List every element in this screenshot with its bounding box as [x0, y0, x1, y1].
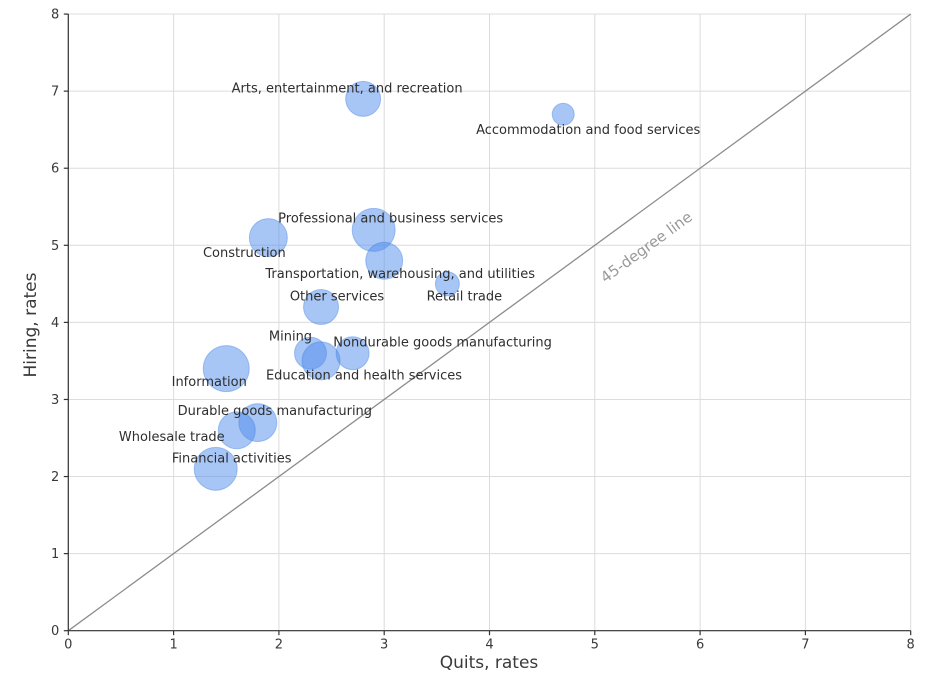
bubble-retail-trade	[434, 271, 460, 297]
annotation-wholesale-trade: Wholesale trade	[119, 430, 225, 445]
annotation-mining: Mining	[269, 330, 312, 345]
x-tick-label: 6	[696, 638, 704, 653]
annotation-financial-activities: Financial activities	[172, 451, 292, 466]
bubble-information	[202, 345, 250, 393]
y-tick-label: 6	[51, 162, 59, 177]
x-tick-label: 4	[485, 638, 493, 653]
annotation-durable-goods-manufacturing: Durable goods manufacturing	[178, 404, 372, 419]
x-tick-label: 0	[64, 638, 72, 653]
bubble-education-and-health-services	[301, 341, 341, 381]
x-tick-label: 7	[801, 638, 809, 653]
bubble-transportation-warehousing-and-utilities	[365, 241, 404, 280]
annotation-other-services: Other services	[290, 289, 385, 304]
x-tick-label: 2	[275, 638, 283, 653]
x-tick-label: 1	[169, 638, 177, 653]
reference-line-label: 45-degree line	[597, 208, 696, 287]
annotation-information: Information	[172, 375, 247, 390]
reference-45-degree-line	[67, 13, 912, 632]
bubble-construction	[248, 218, 288, 258]
annotation-accommodation-and-food-services: Accommodation and food services	[476, 123, 700, 138]
annotation-construction: Construction	[203, 246, 286, 261]
annotation-education-and-health-services: Education and health services	[266, 368, 462, 383]
bubble-financial-activities	[193, 446, 238, 491]
bubble-wholesale-trade	[217, 411, 256, 450]
x-tick-label: 3	[380, 638, 388, 653]
y-tick-label: 5	[51, 239, 59, 254]
y-tick-label: 3	[51, 393, 59, 408]
x-tick-label: 8	[907, 638, 915, 653]
y-tick-label: 0	[51, 624, 59, 639]
y-axis-title: Hiring, rates	[21, 272, 41, 377]
x-tick-label: 5	[591, 638, 599, 653]
bubble-other-services	[303, 288, 340, 325]
y-tick-label: 4	[51, 316, 59, 331]
y-tick-label: 7	[51, 85, 59, 100]
y-tick-label: 2	[51, 470, 59, 485]
bubble-accommodation-and-food-services	[551, 102, 575, 126]
annotation-nondurable-goods-manufacturing: Nondurable goods manufacturing	[333, 336, 552, 351]
y-tick-label: 8	[51, 8, 59, 23]
y-tick-label: 1	[51, 547, 59, 562]
annotation-professional-and-business-services: Professional and business services	[278, 211, 503, 226]
annotation-arts-entertainment-and-recreation: Arts, entertainment, and recreation	[232, 81, 463, 96]
bubble-arts-entertainment-and-recreation	[345, 80, 382, 117]
annotation-transportation-warehousing-and-utilities: Transportation, warehousing, and utiliti…	[264, 267, 535, 282]
x-axis-title: Quits, rates	[440, 653, 539, 673]
annotation-retail-trade: Retail trade	[427, 289, 503, 304]
